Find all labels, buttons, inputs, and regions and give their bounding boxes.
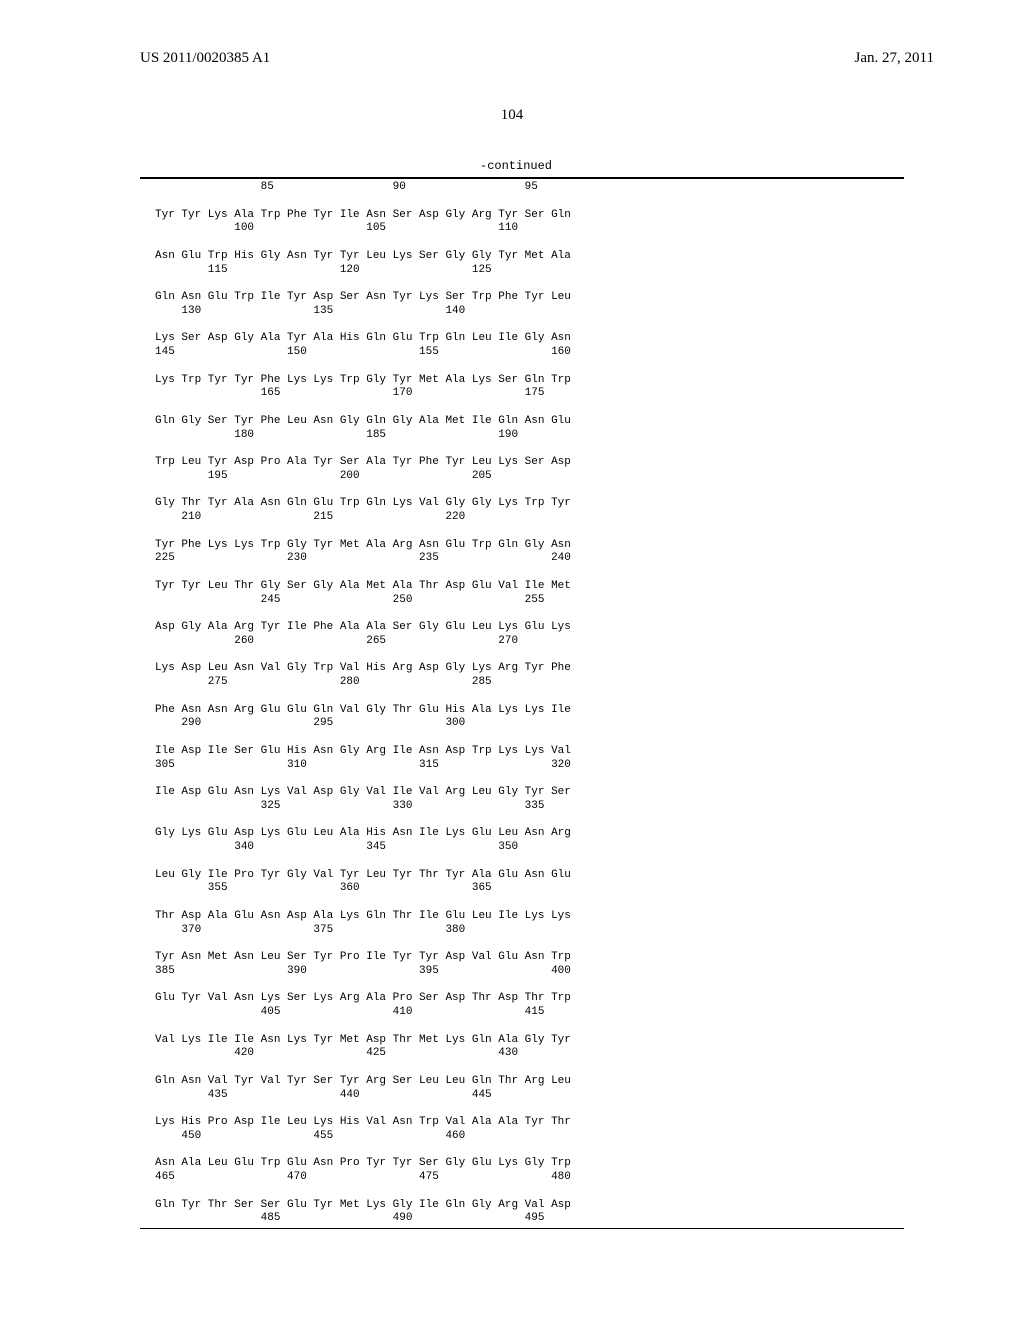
page-number: 104 (0, 107, 1024, 124)
sequence-listing: 85 90 95 Tyr Tyr Lys Ala Trp Phe Tyr Ile… (155, 181, 1024, 1226)
publication-number: US 2011/0020385 A1 (140, 50, 270, 67)
page-header: US 2011/0020385 A1 Jan. 27, 2011 (0, 50, 1024, 67)
continued-label: -continued (480, 159, 1024, 173)
rule-top (140, 177, 904, 179)
publication-date: Jan. 27, 2011 (855, 50, 934, 67)
page-container: US 2011/0020385 A1 Jan. 27, 2011 104 -co… (0, 0, 1024, 1320)
rule-bottom (140, 1228, 904, 1229)
